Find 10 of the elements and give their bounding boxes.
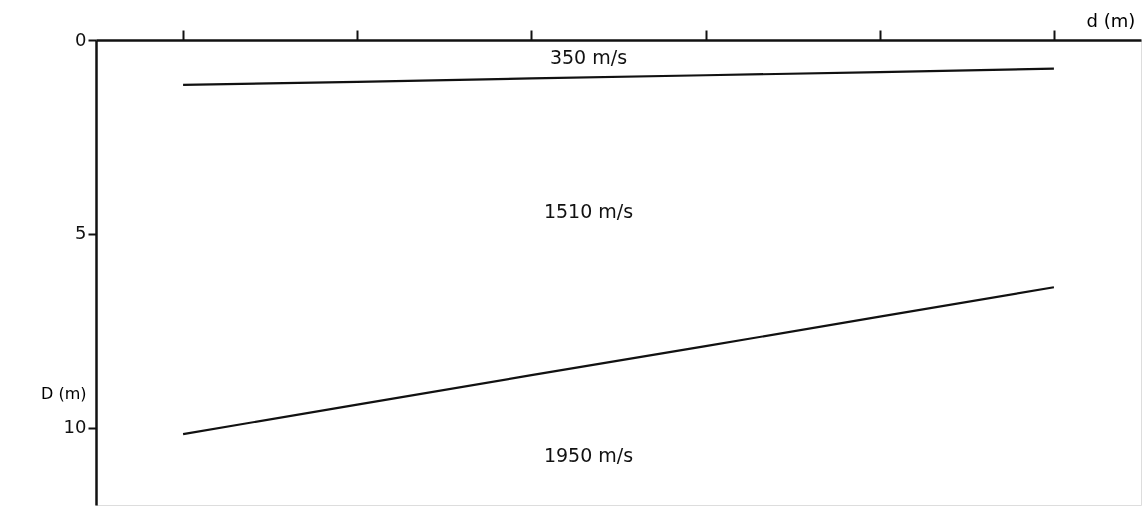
line-series [181,67,1056,87]
y-tick-label: 0 [75,28,87,50]
annotation: 350 m/s [549,46,628,69]
line-series [181,286,1056,436]
y-axis-title: D (m) [41,384,87,404]
y-tick-label: 10 [63,416,87,437]
x-axis-title: d (m) [1086,9,1136,31]
y-tick-label: 5 [75,222,87,244]
annotation: 1950 m/s [543,443,634,466]
annotation: 1510 m/s [543,199,634,222]
